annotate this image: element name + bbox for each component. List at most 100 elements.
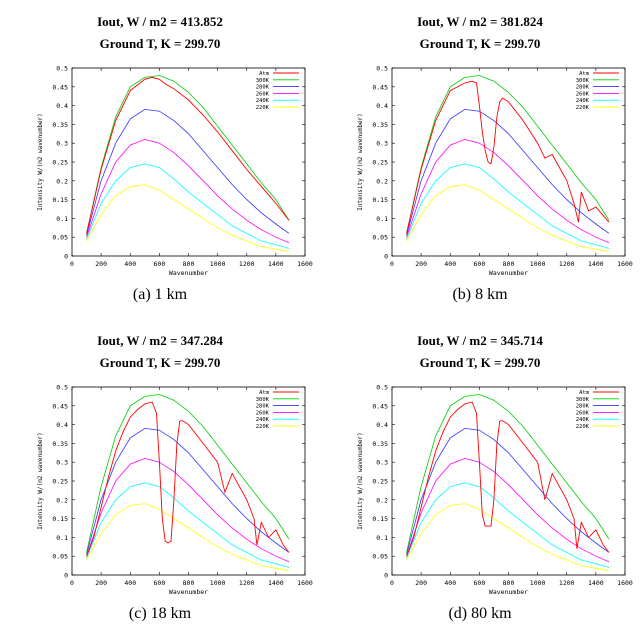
series-line-300k: [86, 75, 290, 234]
series-line-280k: [406, 108, 610, 236]
legend-label: 300K: [576, 78, 590, 84]
y-tick-label: 0.2: [376, 496, 388, 504]
y-tick-label: 0.15: [372, 196, 388, 204]
legend-label: 260K: [576, 410, 590, 416]
x-tick-label: 1600: [617, 260, 633, 268]
y-tick-label: 0.3: [56, 140, 68, 148]
legend-label: Atm: [259, 390, 270, 396]
y-tick-label: 0.3: [376, 140, 388, 148]
y-tick-label: 0: [384, 253, 388, 261]
chart-panel-d: Iout, W / m2 = 345.714 Ground T, K = 299…: [320, 319, 640, 638]
series-line-300k: [86, 394, 290, 553]
series-line-280k: [406, 427, 610, 555]
x-tick-label: 1200: [239, 260, 255, 268]
x-tick-label: 800: [183, 260, 195, 268]
x-tick-label: 0: [70, 579, 74, 587]
legend-label: 240K: [576, 417, 590, 423]
x-tick-label: 400: [124, 579, 136, 587]
series-line-300k: [406, 75, 610, 234]
y-tick-label: 0.5: [56, 65, 68, 73]
y-tick-label: 0.45: [372, 83, 388, 91]
series-line-atm: [86, 76, 290, 234]
x-tick-label: 1600: [617, 579, 633, 587]
y-tick-label: 0.05: [52, 553, 68, 561]
x-tick-label: 1400: [588, 260, 604, 268]
chart-plot: 0 0.05 0.1 0.15 0.2 0.25 0.3 0.35 0.4 0.45 0.5 0 200…: [37, 384, 313, 597]
y-tick-label: 0.4: [56, 102, 68, 110]
y-tick-label: 0.15: [52, 196, 68, 204]
chart-panel-b: Iout, W / m2 = 381.824 Ground T, K = 299…: [320, 0, 640, 319]
series-line-240k: [406, 163, 610, 249]
legend-label: Atm: [259, 71, 270, 77]
series-line-atm: [86, 401, 290, 557]
legend-label: Atm: [579, 71, 590, 77]
y-tick-label: 0.5: [376, 384, 388, 392]
x-tick-label: 600: [154, 260, 166, 268]
legend-label: 280K: [576, 85, 590, 91]
x-tick-label: 1600: [297, 579, 313, 587]
x-tick-label: 200: [95, 579, 107, 587]
series-line-atm: [406, 80, 610, 234]
y-tick-label: 0.25: [372, 478, 388, 486]
x-tick-label: 1200: [239, 579, 255, 587]
y-tick-label: 0.35: [372, 121, 388, 129]
series-line-220k: [406, 184, 610, 252]
legend-label: 300K: [256, 397, 270, 403]
y-tick-label: 0.5: [376, 65, 388, 73]
legend-label: 280K: [256, 404, 270, 410]
y-tick-label: 0: [384, 572, 388, 580]
x-tick-label: 1400: [268, 260, 284, 268]
series-line-260k: [86, 138, 290, 244]
x-tick-label: 400: [444, 260, 456, 268]
y-tick-label: 0.1: [376, 215, 388, 223]
y-tick-label: 0.35: [372, 440, 388, 448]
y-tick-label: 0.25: [372, 159, 388, 167]
chart-subtitle: Ground T, K = 299.70: [99, 355, 221, 370]
chart-panel-c: Iout, W / m2 = 347.284 Ground T, K = 299…: [0, 319, 320, 638]
legend-label: 240K: [576, 98, 590, 104]
y-tick-label: 0.1: [376, 534, 388, 542]
y-tick-label: 0.2: [56, 177, 68, 185]
y-tick-label: 0.25: [52, 478, 68, 486]
series-line-280k: [86, 427, 290, 555]
chart-plot: 0 0.05 0.1 0.15 0.2 0.25 0.3 0.35 0.4 0.45 0.5 0 200…: [357, 65, 633, 278]
y-tick-label: 0.15: [372, 515, 388, 523]
x-tick-label: 800: [503, 579, 515, 587]
plot-frame: [71, 67, 306, 257]
y-tick-label: 0.45: [52, 402, 68, 410]
x-axis-label: Wavenumber: [169, 269, 208, 277]
series-line-260k: [406, 138, 610, 244]
legend-label: 280K: [576, 404, 590, 410]
chart-title: Iout, W / m2 = 381.824: [417, 14, 543, 29]
y-tick-label: 0.45: [372, 402, 388, 410]
x-tick-label: 600: [474, 579, 486, 587]
x-tick-label: 0: [390, 260, 394, 268]
x-axis-label: Wavenumber: [489, 269, 528, 277]
legend-label: 260K: [256, 410, 270, 416]
y-axis-label: Intensity W/(m2 wavenumber): [37, 113, 44, 211]
x-tick-label: 1400: [268, 579, 284, 587]
series-line-240k: [86, 482, 290, 568]
y-tick-label: 0.35: [52, 440, 68, 448]
x-tick-label: 0: [390, 579, 394, 587]
y-tick-label: 0.2: [56, 496, 68, 504]
y-tick-label: 0.1: [56, 534, 68, 542]
x-tick-label: 1000: [530, 579, 546, 587]
y-axis-label: Intensity W/(m2 wavenumber): [357, 432, 364, 530]
y-tick-label: 0.1: [56, 215, 68, 223]
legend-label: 220K: [256, 424, 270, 430]
chart-title: Iout, W / m2 = 345.714: [417, 333, 543, 348]
series-line-260k: [86, 457, 290, 563]
x-tick-label: 600: [474, 260, 486, 268]
legend-label: 300K: [256, 78, 270, 84]
y-tick-label: 0.05: [52, 234, 68, 242]
chart-plot: 0 0.05 0.1 0.15 0.2 0.25 0.3 0.35 0.4 0.45 0.5 0 200…: [37, 65, 313, 278]
chart-caption: (a) 1 km: [132, 286, 188, 303]
legend-label: 280K: [256, 85, 270, 91]
x-tick-label: 1000: [210, 260, 226, 268]
chart-caption: (b) 8 km: [452, 286, 508, 303]
legend-label: 240K: [256, 417, 270, 423]
y-tick-label: 0.4: [376, 421, 388, 429]
x-tick-label: 800: [183, 579, 195, 587]
y-tick-label: 0.05: [372, 234, 388, 242]
